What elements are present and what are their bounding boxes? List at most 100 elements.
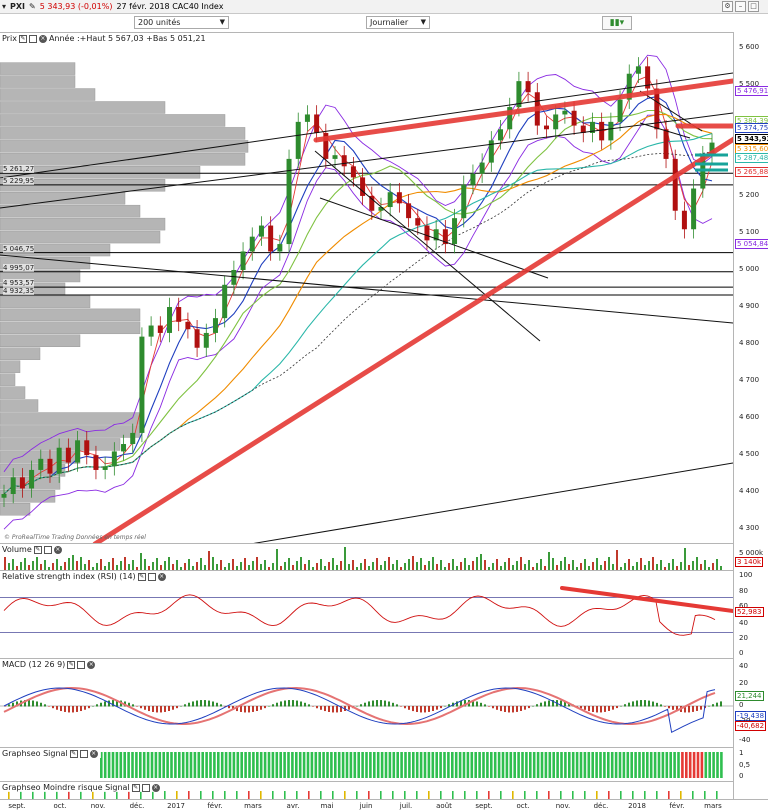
risk-signal-bar (536, 791, 538, 799)
time-axis-label: avr. (286, 802, 300, 810)
risk-signal-bar (20, 791, 22, 799)
macd-histogram-bar (12, 702, 14, 707)
volume-profile-bar (0, 347, 41, 360)
price-tag: 5 476,91 (735, 86, 768, 96)
year-range-info: Année :+Haut 5 567,03 +Bas 5 051,21 (48, 34, 206, 43)
rsi-panel[interactable]: Relative strength index (RSI) (14) ✎ × (0, 570, 733, 658)
settings-icon[interactable]: ⚙ (722, 1, 733, 12)
volume-profile-bar (0, 127, 246, 140)
macd-histogram-bar (276, 702, 278, 707)
edit-icon[interactable]: ✎ (29, 2, 36, 11)
candle-body (148, 325, 154, 337)
volume-bar (132, 560, 134, 571)
macd-histogram-bar (348, 706, 350, 710)
units-select-value: 200 unités (138, 18, 181, 27)
macd-axis: 40 20 21,244 0 -19,438 -20 -40,682 -40 (733, 658, 768, 747)
risk-signal-bar (308, 791, 310, 799)
signal-bar (517, 752, 520, 778)
candle-body (525, 81, 531, 93)
time-axis-label: juin (359, 802, 373, 810)
wrench-icon[interactable]: ✎ (33, 545, 42, 554)
signal-bar (509, 752, 513, 778)
macd-histogram-bar (360, 704, 362, 707)
volume-bar (40, 564, 42, 571)
volume-bar (564, 557, 566, 571)
window-icon[interactable] (28, 34, 37, 43)
close-icon[interactable]: × (53, 545, 62, 554)
risk-signal-bar (164, 791, 166, 799)
signal-bar (232, 752, 236, 778)
macd-histogram-bar (364, 702, 366, 707)
volume-profile-bar (0, 321, 141, 335)
signal-bar (505, 752, 509, 778)
signal-bar (544, 752, 548, 778)
volume-bar (64, 562, 66, 571)
volume-bar (720, 566, 722, 571)
volume-panel[interactable]: Volume ✎ × (0, 543, 733, 571)
candle-body (580, 125, 586, 133)
macd-panel[interactable]: MACD (12 26 9) ✎ × (0, 658, 733, 747)
signal-bar (189, 752, 193, 778)
signal-panel[interactable]: Graphseo Signal ✎ × (0, 747, 733, 781)
volume-profile-bar (0, 243, 111, 257)
wrench-icon[interactable]: ✎ (131, 783, 140, 792)
signal-bar (349, 752, 353, 778)
volume-bar (524, 564, 526, 571)
risk-panel[interactable]: Graphseo Moindre risque Signal ✎ × (0, 781, 733, 799)
macd-histogram-bar (620, 705, 622, 707)
macd-histogram-bar (228, 706, 230, 709)
volume-bar (556, 565, 558, 571)
macd-histogram-bar (204, 700, 206, 707)
period-select[interactable]: Journalier ▼ (366, 16, 430, 29)
risk-signal-bar (176, 791, 178, 799)
signal-bar (427, 752, 431, 778)
wrench-icon[interactable]: ✎ (18, 34, 27, 43)
candle-body (1, 494, 7, 498)
volume-bar (184, 563, 186, 571)
macd-histogram-bar (488, 706, 490, 707)
risk-signal-bar (344, 791, 346, 799)
units-select[interactable]: 200 unités ▼ (134, 16, 229, 29)
window-icon[interactable] (77, 660, 86, 669)
chevron-down-icon: ▼ (219, 18, 225, 26)
macd-histogram-bar (372, 700, 374, 707)
time-axis-label: mars (244, 802, 262, 810)
wrench-icon[interactable]: ✎ (67, 660, 76, 669)
price-tick-label: 5 100 (739, 227, 760, 236)
signal-bar (139, 752, 142, 778)
macd-histogram-bar (320, 706, 322, 710)
wrench-icon[interactable]: ✎ (69, 749, 78, 758)
chart-type-icon[interactable]: ▮▮▾ (602, 16, 632, 30)
volume-bar (220, 560, 222, 571)
window-icon[interactable] (79, 749, 88, 758)
window-icon[interactable] (43, 545, 52, 554)
time-axis-label: août (436, 802, 452, 810)
close-icon[interactable]: × (151, 783, 160, 792)
risk-signal-bar (236, 791, 238, 799)
risk-header: Graphseo Moindre risque Signal ✎ × (2, 783, 163, 792)
close-icon[interactable]: × (89, 749, 98, 758)
price-panel[interactable]: Prix ✎ × Année :+Haut 5 567,03 +Bas 5 05… (0, 32, 733, 544)
close-icon[interactable]: × (157, 572, 166, 581)
close-icon[interactable]: × (38, 34, 47, 43)
macd-histogram-bar (676, 706, 678, 712)
maximize-icon[interactable]: □ (748, 1, 759, 12)
signal-bar (431, 752, 435, 778)
minimize-icon[interactable]: – (735, 1, 746, 12)
signal-bar (649, 752, 653, 778)
signal-bar (571, 752, 575, 778)
volume-bar (336, 565, 338, 571)
volume-bar (620, 567, 622, 571)
window-icon[interactable] (141, 783, 150, 792)
signal-bar (626, 752, 630, 778)
chevron-down-icon[interactable]: ▾ (2, 2, 7, 11)
volume-bar (236, 566, 238, 571)
signal-bar (181, 752, 185, 778)
wrench-icon[interactable]: ✎ (137, 572, 146, 581)
trendline (0, 112, 733, 209)
window-icon[interactable] (147, 572, 156, 581)
symbol-label[interactable]: PXI (10, 2, 26, 11)
volume-bar (468, 565, 470, 571)
macd-histogram-bar (260, 706, 262, 710)
close-icon[interactable]: × (87, 660, 96, 669)
